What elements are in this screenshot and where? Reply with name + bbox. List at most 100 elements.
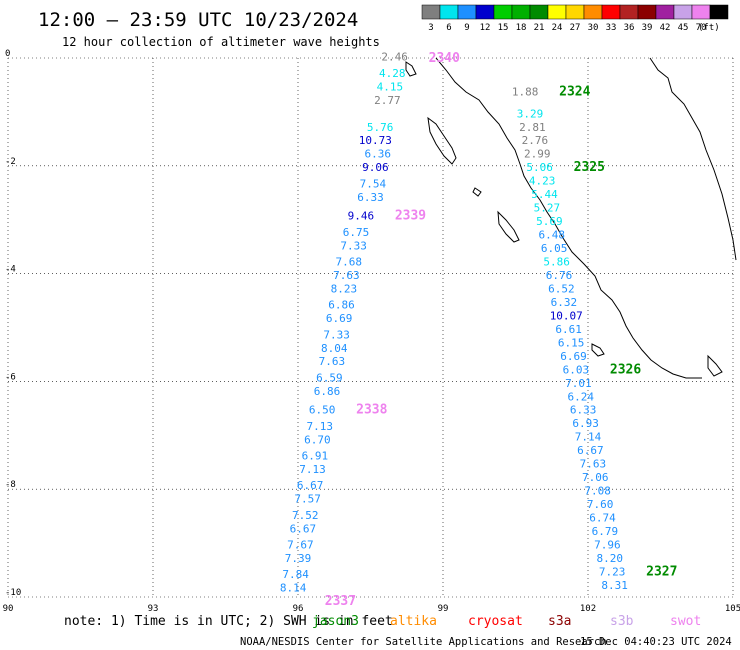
legend-swatch <box>619 4 639 20</box>
wave-height-value: 6.48 <box>539 229 566 242</box>
wave-height-value: 6.15 <box>558 336 585 349</box>
wave-height-value: 8.20 <box>597 552 624 565</box>
wave-height-value: 8.04 <box>321 342 348 355</box>
wave-height-value: 9.06 <box>362 161 389 174</box>
track-2326: 6.037.016.246.336.937.146.677.637.067.08… <box>563 362 642 565</box>
legend-bin-label: 18 <box>516 23 527 33</box>
northern-islet <box>405 61 417 77</box>
wave-height-value: 6.91 <box>302 450 329 463</box>
legend-bin-label: 33 <box>606 23 617 33</box>
track-2338: 6.507.136.706.917.136.677.577.526.677.67… <box>280 403 388 595</box>
legend-swatch <box>637 4 657 20</box>
wave-height-value: 7.23 <box>599 565 626 578</box>
satellite-label-jason3: jason3 <box>312 614 359 629</box>
wave-height-value: 7.33 <box>323 328 350 341</box>
track-2337: 2337 <box>325 594 356 609</box>
legend-bin-label: 70 <box>696 23 707 33</box>
track-id-label: 2324 <box>559 85 590 100</box>
wave-height-value: 6.24 <box>568 390 595 403</box>
legend-unit: (ft) <box>698 23 720 33</box>
footer-timestamp: 15 Dec 04:40:23 UTC 2024 <box>580 636 732 648</box>
wave-height-value: 7.84 <box>282 568 309 581</box>
legend-bin-label: 12 <box>480 23 491 33</box>
wave-height-value: 7.13 <box>307 420 334 433</box>
wave-height-value: 5.06 <box>526 161 553 174</box>
simeulue-island <box>427 116 457 165</box>
wave-height-value: 6.67 <box>297 479 324 492</box>
track-2325: 5.064.235.445.275.696.486.055.866.766.52… <box>526 160 605 363</box>
wave-height-value: 7.39 <box>285 552 312 565</box>
wave-height-value: 6.79 <box>592 525 619 538</box>
wave-height-value: 8.23 <box>331 282 358 295</box>
wave-height-value: 7.68 <box>336 256 363 269</box>
legend-bin-label: 42 <box>660 23 671 33</box>
legend-bin-label: 30 <box>588 23 599 33</box>
wave-height-color-legend: 3 6 9 12 15 18 21 24 27 30 33 36 39 42 45 70(ft) <box>421 4 729 33</box>
track-2324: 1.88 3.292.812.762.99 2324 <box>512 85 591 161</box>
legend-swatch <box>529 4 549 20</box>
legend-bin-label: 39 <box>642 23 653 33</box>
wave-height-value: 9.46 <box>348 210 375 223</box>
wave-height-value: 7.63 <box>333 269 360 282</box>
wave-height-value: 2.77 <box>374 94 401 107</box>
wave-height-value: 6.70 <box>304 433 331 446</box>
legend-swatch <box>655 4 675 20</box>
wave-height-value: 6.74 <box>589 512 616 525</box>
y-tick-label: -10 <box>5 588 21 598</box>
x-tick-label: 90 <box>3 604 14 614</box>
wave-height-value: 2.76 <box>522 134 549 147</box>
wave-height-value: 6.36 <box>365 148 392 161</box>
wave-height-value: 7.52 <box>292 509 319 522</box>
wave-height-value: 7.14 <box>575 431 602 444</box>
footer: note: 1) Time is in UTC; 2) SWH is in fe… <box>64 614 732 648</box>
wave-height-value: 6.67 <box>290 522 317 535</box>
wave-height-value: 7.63 <box>319 355 346 368</box>
wave-height-value: 8.31 <box>601 579 628 592</box>
satellite-label-s3b: s3b <box>610 614 634 629</box>
legend-bin-label: 24 <box>552 23 563 33</box>
wave-height-value: 7.13 <box>299 463 326 476</box>
nias-island <box>497 210 520 243</box>
wave-height-value: 6.86 <box>328 299 355 312</box>
legend-swatch <box>709 4 729 20</box>
track-id-label: 2326 <box>610 362 641 377</box>
wave-height-value: 6.86 <box>314 385 341 398</box>
wave-height-value: 6.75 <box>343 226 370 239</box>
wave-height-value: 6.59 <box>316 371 343 384</box>
mentawai-island <box>591 343 605 357</box>
track-id-label: 2327 <box>646 564 677 579</box>
wave-height-value: 7.01 <box>565 377 592 390</box>
wave-height-value: 4.28 <box>379 67 406 80</box>
legend-swatch <box>583 4 603 20</box>
wave-height-value: 1.88 <box>512 86 539 99</box>
sumatra-coastline <box>435 57 702 379</box>
legend-bin-label: 27 <box>570 23 581 33</box>
legend-bin-label: 45 <box>678 23 689 33</box>
legend-bin-label: 36 <box>624 23 635 33</box>
wave-height-value: 6.52 <box>548 282 575 295</box>
wave-height-value: 4.23 <box>529 175 556 188</box>
wave-height-value: 4.15 <box>377 80 404 93</box>
wave-height-value: 5.27 <box>534 202 561 215</box>
wave-height-value: 6.33 <box>357 191 384 204</box>
map-title: 12:00 – 23:59 UTC 10/23/2024 <box>38 9 358 31</box>
legend-bin-label: 6 <box>446 23 451 33</box>
wave-height-value: 5.86 <box>543 256 570 269</box>
track-id-label: 2338 <box>356 403 387 418</box>
legend-swatch <box>601 4 621 20</box>
wave-height-value: 7.60 <box>587 498 614 511</box>
legend-bin-label: 15 <box>498 23 509 33</box>
wave-height-value: 7.08 <box>584 485 611 498</box>
legend-swatch <box>457 4 477 20</box>
legend-swatch <box>493 4 513 20</box>
wave-height-value: 5.44 <box>531 188 558 201</box>
axis-labels: 90 93 96 99 102 105 0 -2 -4 -6 -8 -10 <box>3 49 740 614</box>
wave-height-value: 6.03 <box>563 363 590 376</box>
x-tick-label: 93 <box>148 604 159 614</box>
footer-note: note: 1) Time is in UTC; 2) SWH is in fe… <box>64 614 393 629</box>
wave-height-value: 6.69 <box>326 312 353 325</box>
y-tick-label: 0 <box>5 49 10 59</box>
wave-height-value: 7.96 <box>594 538 621 551</box>
